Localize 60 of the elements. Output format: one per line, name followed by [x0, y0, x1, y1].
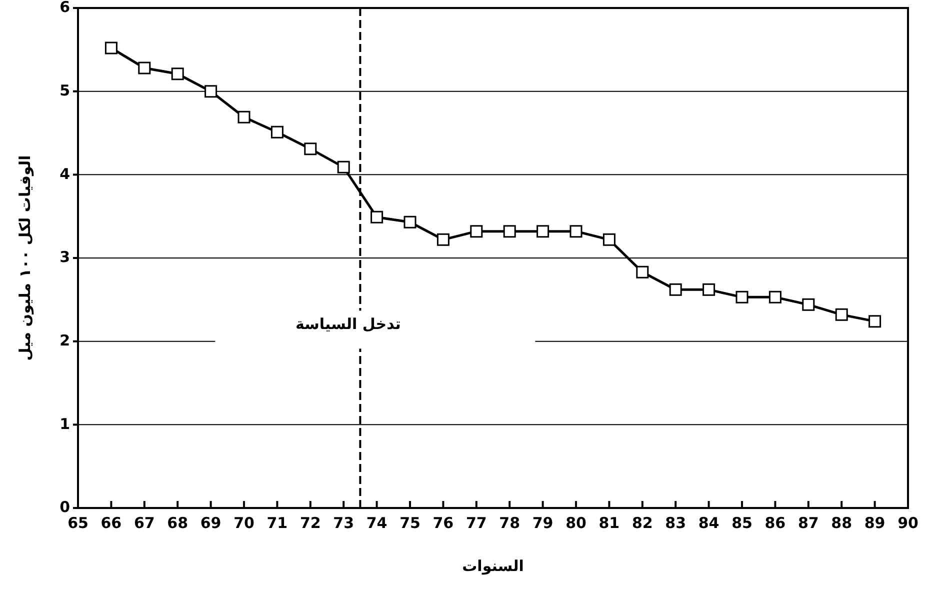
- y-tick-label: 1: [60, 414, 70, 433]
- ref-line-label: تدخل السياسة: [296, 314, 401, 333]
- point: [768, 290, 782, 304]
- point: [470, 225, 483, 238]
- point: [636, 266, 649, 278]
- point: [138, 62, 151, 74]
- x-tick-label: 88: [831, 514, 852, 532]
- x-tick-label: 68: [167, 514, 188, 532]
- point: [570, 225, 582, 238]
- x-tick-label: 80: [566, 514, 586, 532]
- y-tick-label: 0: [60, 498, 70, 516]
- point: [503, 225, 516, 238]
- x-tick-label: 77: [466, 514, 487, 532]
- point: [868, 315, 882, 328]
- x-tick-label: 65: [68, 514, 88, 532]
- x-tick-label: 69: [200, 514, 222, 532]
- y-tick-label: 5: [60, 81, 70, 100]
- x-tick-label: 82: [632, 514, 653, 532]
- point: [304, 142, 317, 156]
- point: [370, 210, 384, 224]
- point: [436, 233, 450, 246]
- point: [835, 308, 848, 321]
- point: [171, 68, 184, 80]
- point: [736, 290, 748, 304]
- point: [204, 85, 218, 98]
- point: [404, 216, 416, 228]
- x-tick-label: 87: [798, 514, 819, 532]
- y-tick-label: 2: [60, 331, 70, 350]
- x-tick-label: 78: [499, 514, 520, 532]
- point: [669, 283, 682, 296]
- point: [702, 283, 716, 296]
- x-tick-label: 72: [300, 514, 321, 532]
- x-tick-label: 85: [732, 514, 752, 532]
- point: [602, 233, 616, 246]
- x-tick-label: 89: [864, 514, 886, 532]
- y-axis-title: الوفيات لكل ١٠٠ مليون ميل: [16, 155, 34, 361]
- point: [802, 298, 815, 311]
- x-tick-label: 76: [432, 514, 454, 532]
- y-tick-label: 6: [60, 0, 70, 16]
- point: [104, 42, 118, 54]
- point: [238, 110, 250, 124]
- x-tick-label: 83: [665, 514, 686, 532]
- x-axis-title: السنوات: [462, 557, 524, 575]
- x-tick-label: 73: [333, 514, 354, 532]
- x-tick-label: 75: [400, 514, 420, 532]
- x-tick-label: 84: [698, 514, 720, 532]
- x-tick-label: 66: [100, 514, 122, 532]
- x-tick-label: 81: [598, 514, 620, 532]
- x-tick-label: 79: [532, 514, 554, 532]
- point: [270, 126, 284, 138]
- x-tick-label: 74: [366, 514, 388, 532]
- point: [337, 160, 350, 174]
- x-tick-label: 67: [134, 514, 155, 532]
- x-tick-label: 71: [266, 514, 288, 532]
- x-tick-label: 90: [898, 514, 918, 532]
- point: [536, 225, 550, 238]
- y-tick-label: 4: [60, 164, 70, 183]
- x-tick-label: 70: [234, 514, 254, 532]
- x-tick-label: 86: [764, 514, 786, 532]
- y-tick-label: 3: [60, 248, 70, 266]
